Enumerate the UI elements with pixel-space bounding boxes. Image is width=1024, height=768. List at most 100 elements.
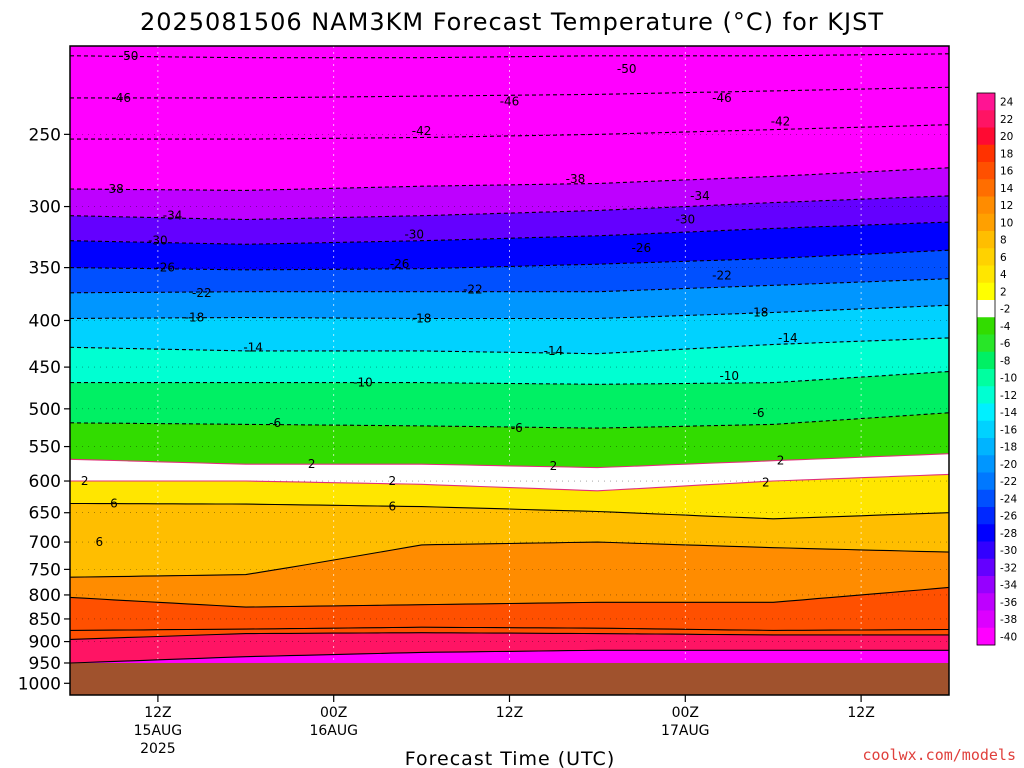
colorbar-swatch bbox=[977, 369, 995, 387]
chart-title: 2025081506 NAM3KM Forecast Temperature (… bbox=[140, 8, 884, 36]
isotherm-14 bbox=[70, 586, 949, 608]
x-tick-label: 17AUG bbox=[661, 723, 710, 739]
colorbar-swatch bbox=[977, 213, 995, 232]
fill-band bbox=[70, 627, 949, 663]
contour-label: -46 bbox=[111, 91, 131, 105]
contour-label: 2 bbox=[308, 457, 316, 471]
isotherm-10 bbox=[70, 541, 949, 578]
y-tick-label: 550 bbox=[29, 438, 61, 458]
colorbar-swatch bbox=[977, 196, 995, 215]
colorbar-swatch bbox=[977, 162, 995, 180]
contour-label: -18 bbox=[412, 311, 432, 325]
colorbar-swatch bbox=[977, 541, 995, 560]
contour-label: -26 bbox=[632, 241, 652, 255]
colorbar-label: -24 bbox=[1000, 493, 1017, 505]
contour-label: -38 bbox=[566, 172, 586, 186]
colorbar-label: -6 bbox=[1000, 338, 1011, 350]
colorbar-swatch bbox=[977, 438, 995, 456]
x-tick-label: 00Z bbox=[320, 705, 347, 721]
colorbar-swatch bbox=[977, 558, 995, 577]
colorbar-label: 22 bbox=[1000, 114, 1013, 126]
contour-label: -18 bbox=[749, 305, 769, 319]
colorbar-label: -10 bbox=[1000, 373, 1017, 385]
contour-label: -10 bbox=[719, 369, 739, 383]
y-tick-label: 1000 bbox=[18, 674, 61, 694]
y-tick-label: 800 bbox=[29, 586, 61, 606]
y-tick-label: 850 bbox=[29, 610, 61, 630]
colorbar-label: -22 bbox=[1000, 476, 1017, 488]
x-axis: 12Z 15AUG 2025 00Z 16AUG 12Z 00Z 17AUG 12Z bbox=[134, 695, 875, 757]
x-tick-label: 12Z bbox=[847, 705, 874, 721]
colorbar-label: -14 bbox=[1000, 407, 1017, 419]
contour-label: -10 bbox=[353, 376, 373, 390]
x-tick-label: 2025 bbox=[140, 741, 176, 757]
colorbar-label: -18 bbox=[1000, 442, 1017, 454]
y-tick-label: 500 bbox=[29, 400, 61, 420]
contour-label: -14 bbox=[243, 340, 263, 354]
colorbar-swatch bbox=[977, 507, 995, 525]
colorbar-swatch bbox=[977, 144, 995, 163]
colorbar-swatch bbox=[977, 93, 995, 111]
contour-label: -22 bbox=[712, 268, 732, 282]
isotherm-18 bbox=[70, 632, 949, 640]
fill-band bbox=[70, 53, 949, 98]
contour-label: -46 bbox=[500, 94, 520, 108]
fill-band bbox=[70, 250, 949, 293]
y-tick-label: 450 bbox=[29, 358, 61, 378]
contour-label: 6 bbox=[388, 500, 396, 514]
colorbar-label: 12 bbox=[1000, 200, 1013, 212]
contour-label: 2 bbox=[388, 474, 396, 488]
colorbar-label: 10 bbox=[1000, 217, 1013, 229]
fill-band bbox=[70, 371, 949, 429]
colorbar-label: -8 bbox=[1000, 355, 1010, 367]
contour-label: -30 bbox=[404, 228, 424, 242]
contour-label: 2 bbox=[81, 474, 89, 488]
contour-label: 2 bbox=[762, 475, 770, 489]
contour-label: -26 bbox=[155, 261, 175, 275]
colorbar-label: 20 bbox=[1000, 131, 1013, 143]
colorbar-swatch bbox=[977, 610, 995, 629]
contour-label: -30 bbox=[148, 234, 168, 248]
contour-label: -30 bbox=[675, 213, 695, 227]
contour-label: -34 bbox=[163, 209, 183, 223]
colorbar-label: 4 bbox=[1000, 269, 1007, 281]
y-tick-label: 400 bbox=[29, 311, 61, 331]
colorbar-label: 24 bbox=[1000, 97, 1014, 109]
colorbar-swatch bbox=[977, 403, 995, 422]
colorbar-swatch bbox=[977, 524, 995, 542]
colorbar-label: 18 bbox=[1000, 148, 1013, 160]
contour-label: -38 bbox=[104, 182, 124, 196]
colorbar-swatch bbox=[977, 627, 995, 646]
fill-band bbox=[70, 337, 949, 385]
contour-label: -6 bbox=[269, 416, 281, 430]
x-tick-label: 15AUG bbox=[134, 723, 183, 739]
contour-label: 6 bbox=[110, 496, 118, 510]
colorbar-swatch bbox=[977, 282, 995, 301]
isotherm-20 bbox=[70, 626, 949, 631]
contour-label: -22 bbox=[463, 283, 483, 297]
contour-label: -14 bbox=[778, 331, 798, 345]
colorbar-frame bbox=[976, 92, 996, 646]
colorbar-swatch bbox=[977, 489, 995, 508]
colorbar-label: -36 bbox=[1000, 597, 1017, 609]
colorbar-swatch bbox=[977, 455, 995, 473]
colorbar-label: -38 bbox=[1000, 614, 1017, 626]
credit-link[interactable]: coolwx.com/models bbox=[862, 746, 1016, 764]
isotherm-contours bbox=[70, 53, 949, 664]
x-tick-label: 12Z bbox=[496, 705, 523, 721]
contour-labels: -50 -50 -46 -46 -46 -42 -42 -38 -38 -34 -34 -30 -30 -… bbox=[81, 49, 798, 549]
y-axis: 250 300 350 400 450 500 550 600 650 700 750 800 850 9… bbox=[18, 125, 70, 694]
contour-label: -18 bbox=[185, 310, 205, 324]
terrain-block bbox=[70, 662, 949, 695]
colorbar-label: -34 bbox=[1000, 580, 1017, 592]
colorbar-swatch bbox=[977, 472, 995, 491]
isotherm-6 bbox=[70, 502, 949, 520]
colorbar-swatch bbox=[977, 231, 995, 249]
colorbar-label: 6 bbox=[1000, 252, 1007, 264]
contour-label: -22 bbox=[192, 286, 212, 300]
colorbar-label: -30 bbox=[1000, 545, 1017, 557]
y-tick-label: 300 bbox=[29, 198, 61, 218]
x-tick-label: 16AUG bbox=[309, 723, 358, 739]
y-tick-label: 900 bbox=[29, 633, 61, 653]
